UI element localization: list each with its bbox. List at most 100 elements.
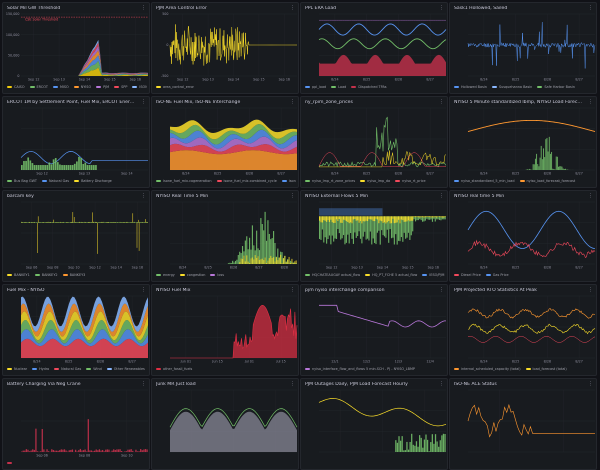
external-flow-bar	[368, 216, 369, 240]
legend-item[interactable]: BANKEY2	[35, 272, 58, 279]
y-tick-label: 50,000	[8, 53, 20, 57]
external-flow-2-bar	[343, 216, 344, 219]
legend-item[interactable]: nyiso_standardized_5_min_load	[454, 178, 515, 185]
bus-bag-bar	[91, 165, 93, 170]
legend-item[interactable]: HQ_PT_FCHE 5 actual_flow	[365, 272, 417, 279]
legend-item[interactable]: HQCHATEAUGAY actual_flow	[305, 272, 360, 279]
load-forecast-line	[468, 120, 595, 131]
legend-item[interactable]: Dispatched TPAs	[351, 84, 386, 91]
legend-item[interactable]: loss	[210, 272, 224, 279]
legend-item[interactable]: nyiso_rt_price	[395, 178, 426, 185]
legend-label: Hollowed Basin	[461, 85, 487, 89]
legend-item[interactable]: nyiso_load_forecast_forecast	[520, 178, 576, 185]
panel-p5[interactable]: ERCOT 1M by Settlement Point, Fuel Mix, …	[2, 96, 150, 188]
legend-item[interactable]: area_control_error	[156, 84, 194, 91]
legend-item[interactable]: NYISO	[74, 84, 91, 91]
panel-p8[interactable]: NYISO 5 Minute standardized lbmp, NYISO …	[449, 96, 597, 188]
legend-item[interactable]: load_forecast (total)	[526, 366, 567, 373]
panel-p20[interactable]: ISO-NE ACE Status⋮	[449, 378, 597, 470]
legend-item[interactable]: isone_fuel_mix.cogeneration	[156, 178, 212, 185]
legend-label: Nuclear	[14, 367, 27, 371]
legend-item[interactable]: Hollowed Basin	[454, 84, 487, 91]
legend-item[interactable]: ERCOT	[30, 84, 48, 91]
legend-item[interactable]: PJM	[96, 84, 109, 91]
legend-item[interactable]: nyiso_interface_flow_and_flows 5 min.SCH…	[305, 366, 415, 373]
legend-item[interactable]: BANKEY3	[63, 272, 86, 279]
panel-chart	[301, 379, 448, 470]
legend-item[interactable]: Diesel Price	[454, 272, 481, 279]
x-tick-label: Jun 15	[211, 360, 222, 364]
legend-swatch	[156, 368, 161, 370]
interchange-line	[319, 305, 446, 327]
external-flow-2-bar	[351, 216, 352, 223]
legend-item[interactable]: energy	[156, 272, 175, 279]
legend-item[interactable]: Safe Harbor Basin	[537, 84, 575, 91]
load-forecast-bar	[405, 450, 406, 452]
congestion-bar	[270, 256, 271, 264]
load-bar	[551, 152, 552, 170]
legend-item[interactable]: Natural Gas	[54, 366, 81, 373]
legend-item[interactable]: isone_fuel_mix.combined_cycle	[217, 178, 277, 185]
panel-p6[interactable]: ISO-NE Fuel Mix, ISO-NE Interchange⋮8/24…	[151, 96, 299, 188]
legend-item[interactable]: SPP	[114, 84, 127, 91]
legend-item[interactable]: Susquehanna Basin	[492, 84, 532, 91]
legend-item[interactable]: nyiso_lmp_rt_zone_prices	[305, 178, 355, 185]
panel-p16[interactable]: PJM Projected RTO Statistics At Peak⋮8/2…	[449, 284, 597, 376]
legend-item[interactable]: IESO/PJM AC	[422, 272, 445, 279]
panel-p18[interactable]: Junk MR Just load⋮	[151, 378, 299, 470]
bankey-bar	[38, 216, 39, 222]
external-flow-2-bar	[445, 216, 446, 217]
legend-item[interactable]: Other Renewables	[107, 366, 145, 373]
x-tick-label: 8/24	[179, 266, 186, 270]
load-bar	[558, 167, 559, 170]
load-forecast-bar	[403, 450, 404, 452]
battery-bar	[124, 451, 125, 452]
legend-item[interactable]: Hydro	[32, 366, 49, 373]
load-bar	[557, 157, 558, 170]
legend-item[interactable]: Wind	[86, 366, 102, 373]
legend-item[interactable]: BANKEY1	[7, 272, 30, 279]
legend-item[interactable]: other_fossil_fuels	[156, 366, 192, 373]
legend-item[interactable]: ppl_load	[305, 84, 326, 91]
legend-item[interactable]: Gas Price	[486, 272, 509, 279]
legend-item[interactable]: Battery Discharge	[74, 178, 112, 185]
legend-item[interactable]: Nuclear	[7, 366, 27, 373]
legend-item[interactable]: Bus Bag GWT	[7, 178, 37, 185]
panel-p19[interactable]: PJM Outages Daily, PJM Load Forecast Hou…	[300, 378, 448, 470]
legend-label: PJM	[103, 85, 109, 89]
legend-item[interactable]: Load	[331, 84, 346, 91]
load-bar	[541, 146, 542, 170]
legend-item[interactable]: MISO	[53, 84, 69, 91]
legend-item[interactable]: isone_fuel_mix	[282, 178, 296, 185]
legend-item[interactable]	[7, 460, 14, 467]
legend-item[interactable]: internal_scheduled_capacity (total)	[454, 366, 521, 373]
panel-legend: nyiso_interface_flow_and_flows 5 min.SCH…	[305, 366, 445, 373]
battery-bar	[46, 449, 47, 452]
legend-label: Other Renewables	[114, 367, 145, 371]
battery-bar	[59, 450, 60, 452]
legend-item[interactable]: CAISO	[7, 84, 25, 91]
congestion-bar	[283, 258, 284, 264]
legend-label: other_fossil_fuels	[163, 367, 192, 371]
legend-item[interactable]: nyiso_lmp_da	[360, 178, 390, 185]
legend-item[interactable]: ISONE	[132, 84, 147, 91]
legend-item[interactable]: congestion	[180, 272, 206, 279]
battery-bar	[81, 450, 82, 452]
legend-item[interactable]: Natural Gas	[42, 178, 69, 185]
load-forecast-bar	[411, 434, 412, 452]
battery-bar	[54, 451, 55, 452]
